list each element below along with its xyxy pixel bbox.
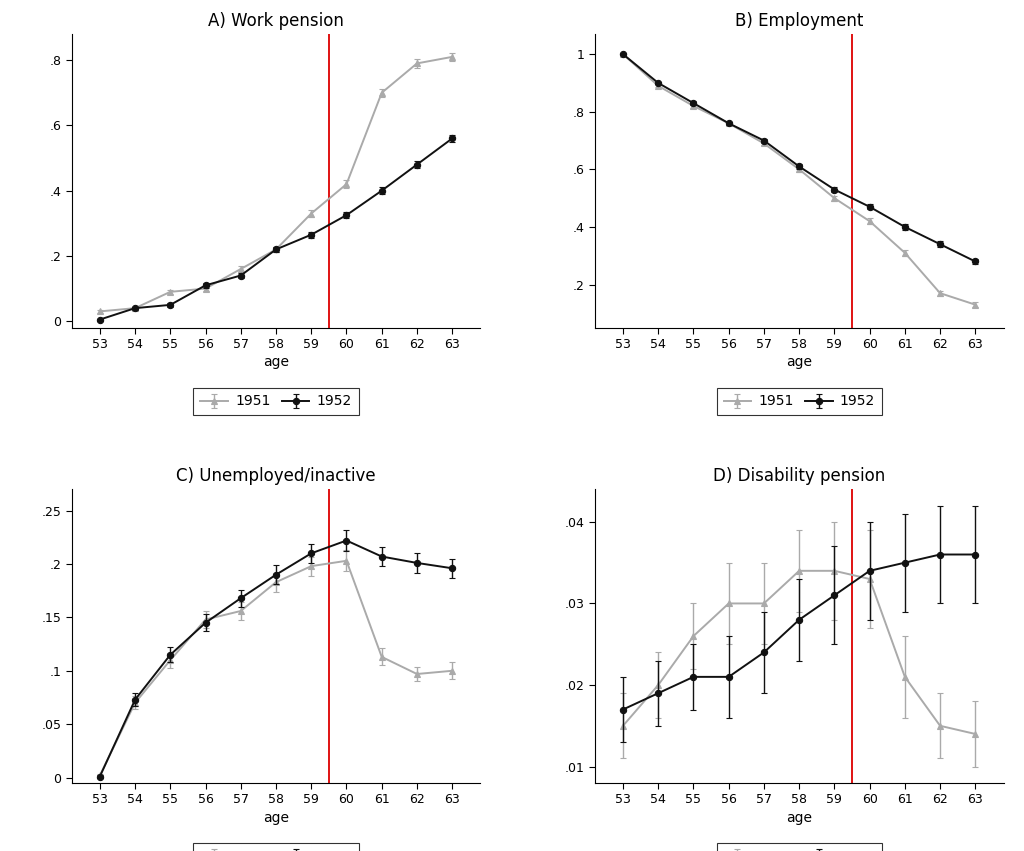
Legend: 1951, 1952: 1951, 1952 xyxy=(717,387,882,415)
X-axis label: age: age xyxy=(263,356,289,369)
Title: D) Disability pension: D) Disability pension xyxy=(713,467,886,485)
Title: C) Unemployed/inactive: C) Unemployed/inactive xyxy=(176,467,376,485)
Legend: 1951, 1952: 1951, 1952 xyxy=(194,842,358,851)
Title: A) Work pension: A) Work pension xyxy=(208,12,344,30)
Title: B) Employment: B) Employment xyxy=(735,12,863,30)
X-axis label: age: age xyxy=(786,810,812,825)
Legend: 1951, 1952: 1951, 1952 xyxy=(717,842,882,851)
X-axis label: age: age xyxy=(263,810,289,825)
Legend: 1951, 1952: 1951, 1952 xyxy=(194,387,358,415)
X-axis label: age: age xyxy=(786,356,812,369)
